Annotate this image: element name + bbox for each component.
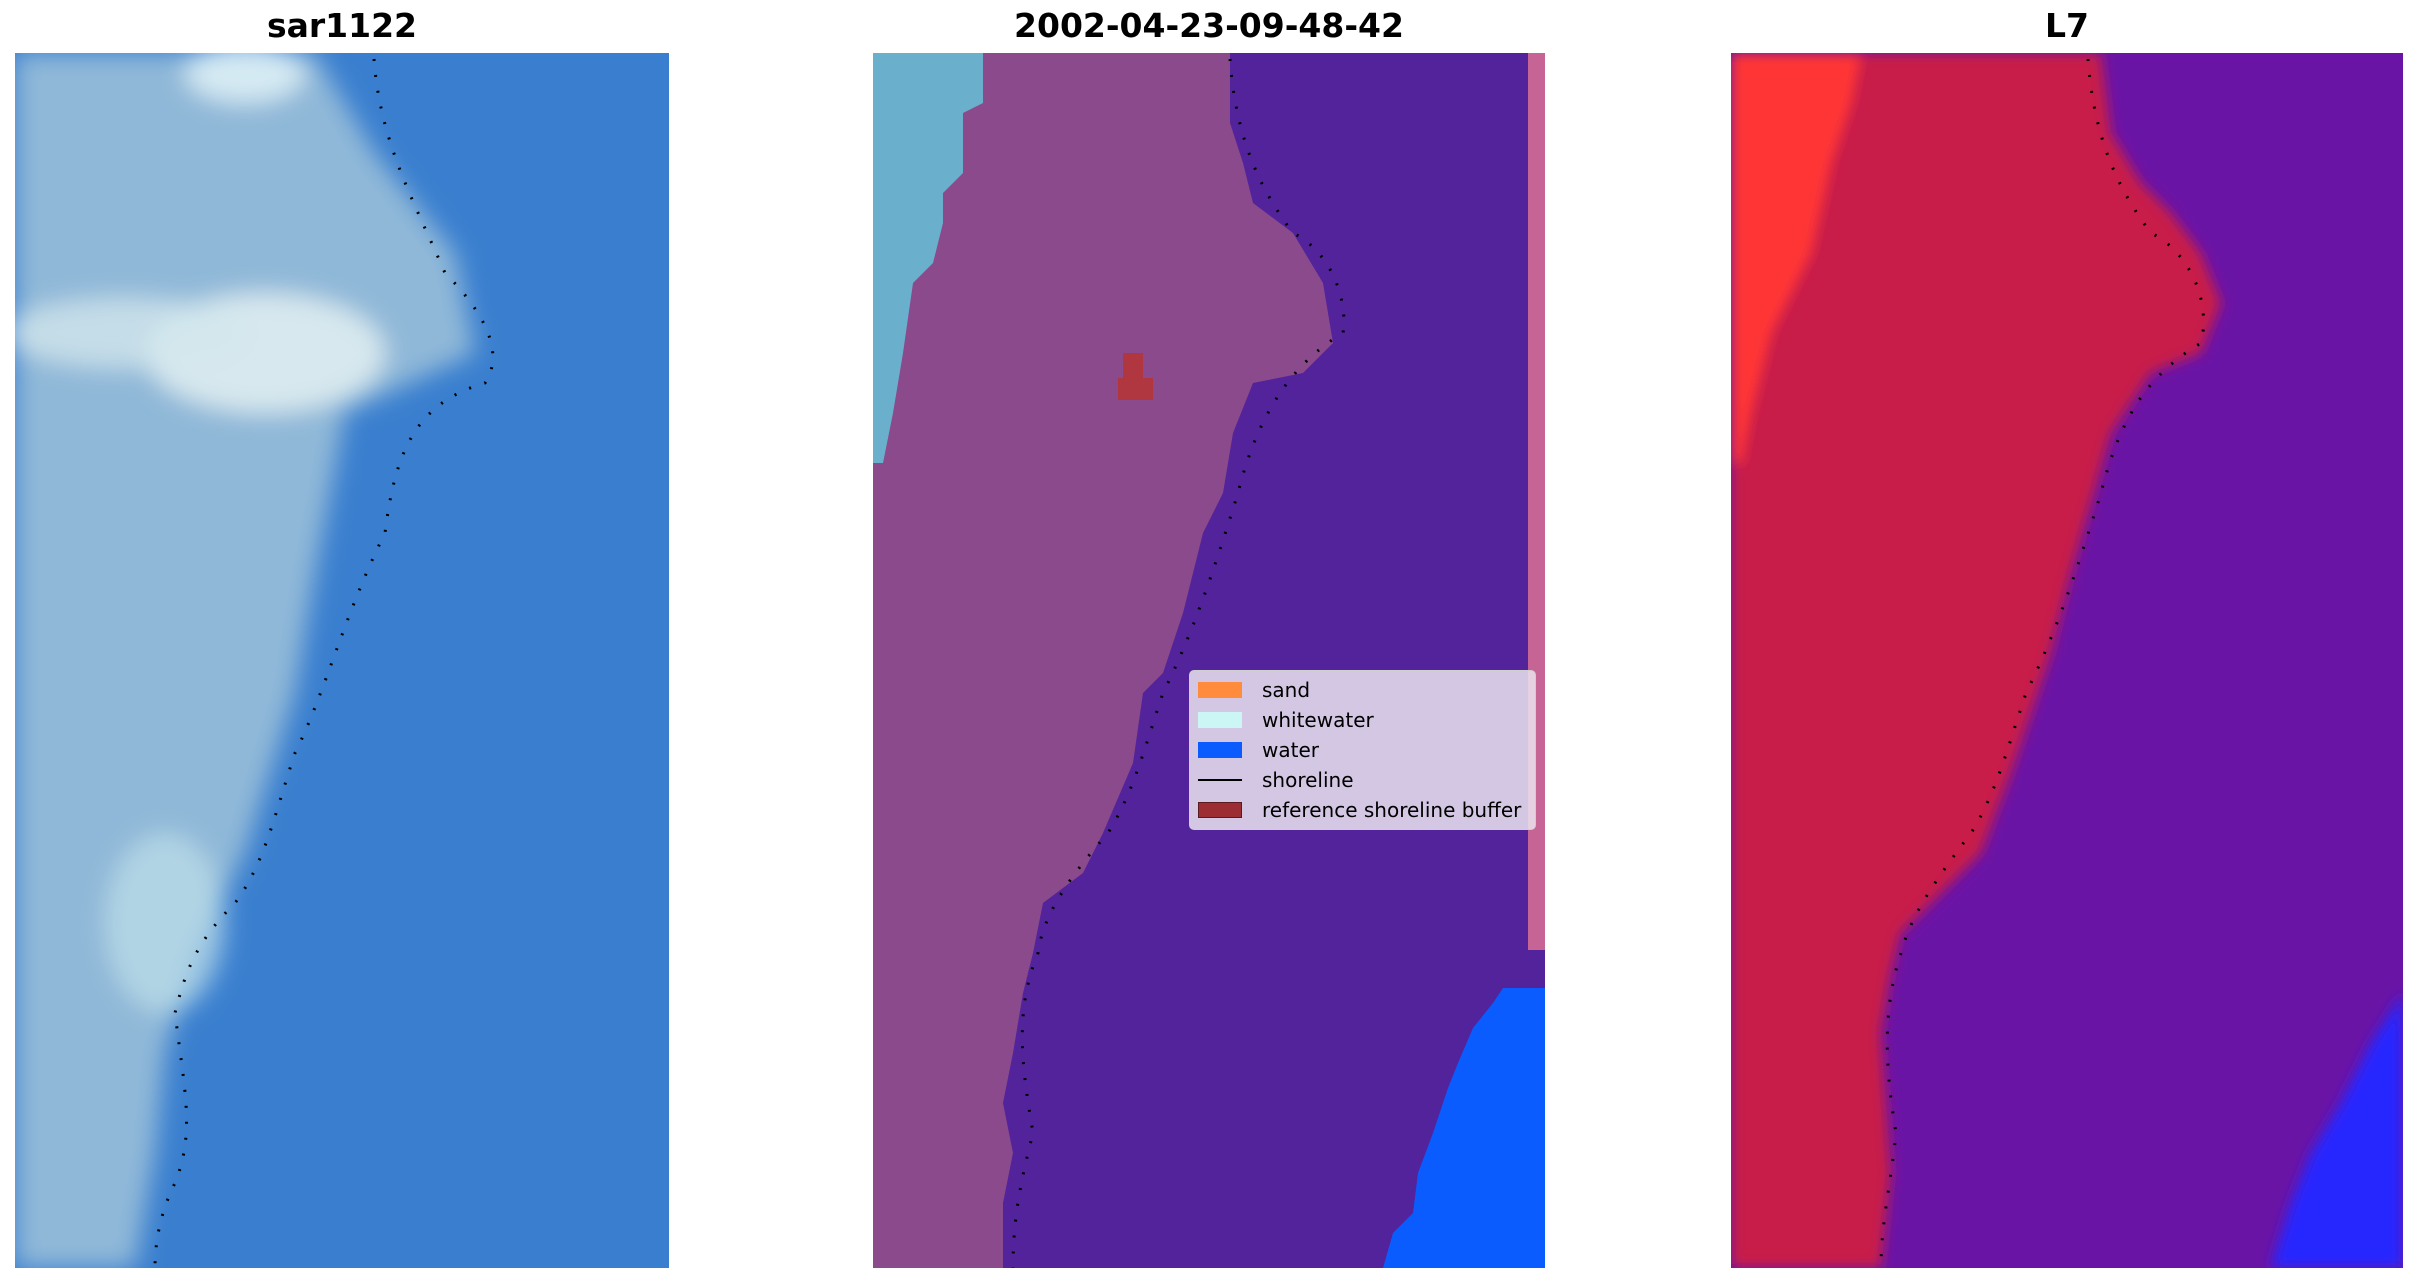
legend-item-shoreline: shoreline xyxy=(1198,767,1354,793)
mndwi-blue-area xyxy=(2271,993,2403,1268)
legend-label: sand xyxy=(1262,678,1311,702)
index-image-panel xyxy=(1731,53,2403,1268)
mndwi-hot-area xyxy=(1731,53,1861,463)
legend: sand whitewater water shoreline referenc… xyxy=(1189,670,1536,830)
legend-swatch-buffer xyxy=(1198,802,1242,818)
legend-swatch-water xyxy=(1198,742,1242,758)
legend-label: shoreline xyxy=(1262,768,1354,792)
legend-item-sand: sand xyxy=(1198,677,1310,703)
legend-label: water xyxy=(1262,738,1319,762)
legend-label: whitewater xyxy=(1262,708,1374,732)
legend-label: reference shoreline buffer xyxy=(1262,798,1522,822)
class-land xyxy=(873,53,1333,1268)
shoreline-dots-index xyxy=(1879,58,2206,1268)
legend-line-shoreline xyxy=(1198,779,1242,781)
rgb-image xyxy=(15,53,669,1268)
mndwi-land xyxy=(1731,53,2221,1268)
legend-item-reference-buffer: reference shoreline buffer xyxy=(1198,797,1521,823)
rgb-image-panel xyxy=(15,53,669,1268)
legend-item-water: water xyxy=(1198,737,1319,763)
class-water-bright xyxy=(1383,988,1545,1268)
legend-swatch-whitewater xyxy=(1198,712,1242,728)
shoreline-dots-classified xyxy=(1011,58,1346,1268)
rgb-bright-patch-4 xyxy=(185,53,305,103)
classified-image-panel xyxy=(873,53,1545,1268)
panel-title-mndwi: L7 xyxy=(2045,6,2089,45)
legend-item-whitewater: whitewater xyxy=(1198,707,1374,733)
rgb-bright-patch-2 xyxy=(15,298,245,368)
index-image xyxy=(1731,53,2403,1268)
panel-title-classified: 2002-04-23-09-48-42 xyxy=(1014,6,1404,45)
classified-image xyxy=(873,53,1545,1268)
class-whitewater xyxy=(873,53,983,463)
legend-swatch-sand xyxy=(1198,682,1242,698)
rgb-bright-patch-3 xyxy=(105,833,225,1013)
class-buffer-patch xyxy=(1118,353,1153,400)
panel-title-rgb: sar1122 xyxy=(266,6,418,45)
